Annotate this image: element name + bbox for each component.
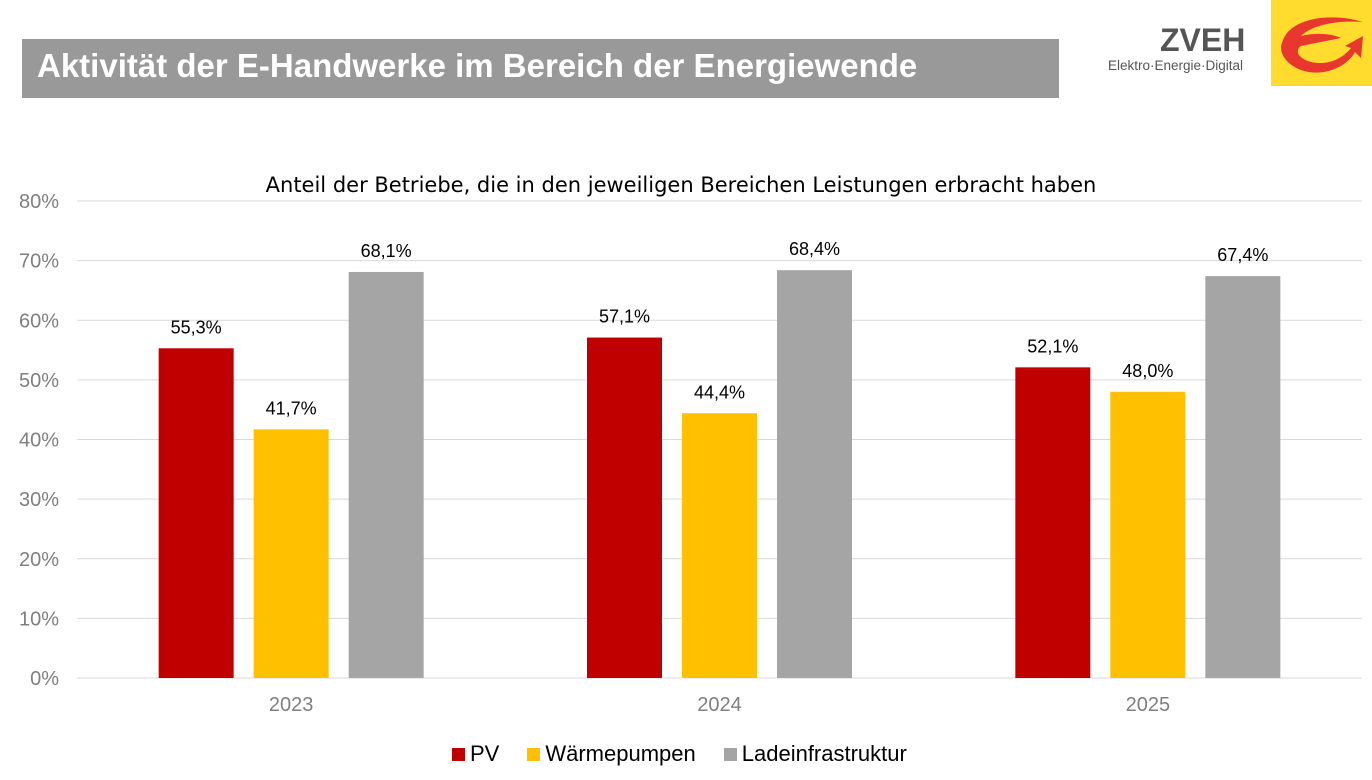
bar-ladeinfrastruktur-2024 <box>777 270 852 678</box>
y-tick-label: 30% <box>19 489 59 511</box>
legend-item: Ladeinfrastruktur <box>723 741 907 767</box>
legend: PV Wärmepumpen Ladeinfrastruktur <box>452 741 935 767</box>
data-label: 57,1% <box>599 307 650 327</box>
legend-item: PV <box>452 741 499 767</box>
x-tick-label: 2023 <box>269 694 314 716</box>
logo-name: ZVEH <box>1160 22 1246 58</box>
legend-item: Wärmepumpen <box>527 741 696 767</box>
y-tick-label: 0% <box>30 668 59 690</box>
data-labels: 55,3% 41,7% 68,1% 57,1% 44,4% 68,4% 52,1% 48,0%… <box>171 239 1269 418</box>
x-axis-ticks: 2023 2024 2025 <box>269 694 1170 716</box>
legend-label: PV <box>470 741 500 766</box>
page-title: Aktivität der E-Handwerke im Bereich der… <box>37 47 918 84</box>
bar-pv-2025 <box>1015 367 1091 678</box>
bar-ladeinfrastruktur-2025 <box>1205 276 1281 678</box>
x-tick-label: 2025 <box>1126 694 1171 716</box>
y-axis-ticks: 0% 10% 20% 30% 40% 50% 60% 70% 80% <box>19 191 59 690</box>
data-label: 52,1% <box>1027 336 1078 356</box>
legend-swatch <box>452 747 465 761</box>
bar-wärmepumpen-2023 <box>253 429 329 678</box>
bar-wärmepumpen-2025 <box>1110 391 1186 678</box>
y-tick-label: 20% <box>19 549 59 571</box>
legend-label: Wärmepumpen <box>545 741 696 766</box>
y-tick-label: 40% <box>19 430 59 452</box>
data-label: 67,4% <box>1217 245 1268 265</box>
y-tick-label: 70% <box>19 251 59 273</box>
data-label: 55,3% <box>171 317 222 337</box>
bar-pv-2023 <box>158 348 234 678</box>
chart-title: Anteil der Betriebe, die in den jeweilig… <box>266 173 1097 197</box>
y-tick-label: 10% <box>19 608 59 630</box>
data-label: 68,1% <box>361 241 412 261</box>
title-bar: Aktivität der E-Handwerke im Bereich der… <box>22 39 1059 98</box>
bars <box>158 270 1281 678</box>
data-label: 48,0% <box>1122 361 1173 381</box>
data-label: 44,4% <box>694 382 745 402</box>
data-label: 41,7% <box>266 398 317 418</box>
y-tick-label: 80% <box>19 191 59 213</box>
bar-pv-2024 <box>587 337 662 678</box>
e-arrow-logo-icon <box>1271 0 1372 86</box>
logo-tagline: Elektro·Energie·Digital <box>1108 58 1244 73</box>
x-tick-label: 2024 <box>697 694 742 716</box>
data-label: 68,4% <box>789 239 840 259</box>
y-tick-label: 50% <box>19 370 59 392</box>
legend-swatch <box>723 747 737 761</box>
y-tick-label: 60% <box>19 310 59 332</box>
bar-wärmepumpen-2024 <box>682 413 757 678</box>
legend-swatch <box>527 747 541 761</box>
bar-ladeinfrastruktur-2023 <box>348 271 424 678</box>
legend-label: Ladeinfrastruktur <box>741 741 907 766</box>
zveh-logo: ZVEH Elektro·Energie·Digital <box>1100 0 1372 90</box>
